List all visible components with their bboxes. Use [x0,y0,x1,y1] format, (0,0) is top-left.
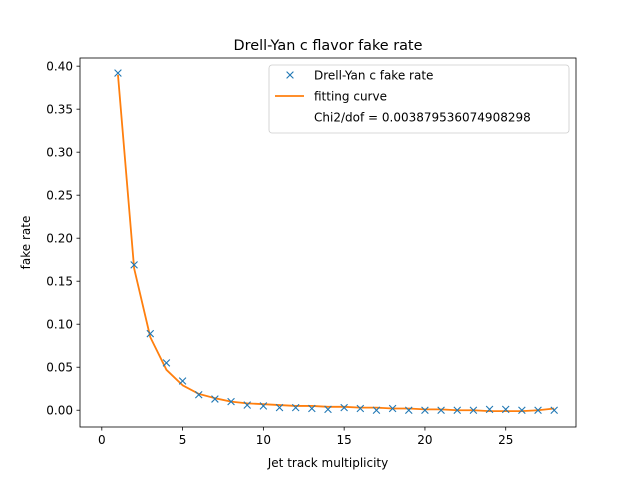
data-point-marker [469,406,478,415]
x-tick-label: 0 [98,433,106,447]
x-tick-label: 5 [179,433,187,447]
y-axis-label: fake rate [19,216,33,270]
y-tick-label: 0.30 [46,145,73,159]
data-point-marker [340,403,348,412]
y-tick-label: 0.40 [46,59,73,73]
y-tick-label: 0.00 [46,404,73,418]
data-point-marker [534,406,542,415]
data-point-marker [404,406,413,415]
series-layer [114,69,558,415]
data-point-marker [437,406,445,415]
y-tick-label: 0.25 [46,188,73,202]
x-tick-label: 25 [498,433,513,447]
data-point-marker [130,261,138,269]
y-tick-label: 0.20 [46,231,73,245]
data-point-marker [146,329,155,338]
data-point-marker [194,390,203,399]
data-point-marker [501,405,510,414]
y-tick-label: 0.05 [46,361,73,375]
y-tick-label: 0.15 [46,275,73,289]
x-axis-ticks: 0 5 10 15 20 25 [98,427,513,447]
data-point-marker [308,404,316,413]
legend: Drell-Yan c fake rate fitting curve Chi2/d… [268,64,570,134]
legend-entries: Drell-Yan c fake rate fitting curve Chi2/d… [275,68,531,124]
data-point-marker [162,359,171,367]
data-point-marker [211,395,219,403]
data-point-marker [114,69,122,77]
legend-box [268,64,570,134]
x-tick-label: 20 [417,433,432,447]
data-point-marker [275,403,284,412]
data-point-marker [550,406,558,415]
data-point-marker [178,377,187,385]
fitting-curve-line [117,74,555,412]
data-point-marker [372,406,381,415]
legend-marker-x [286,71,294,79]
y-tick-label: 0.35 [46,102,73,116]
x-tick-label: 15 [337,433,352,447]
y-tick-label: 0.10 [46,318,73,332]
data-point-marker [356,404,365,413]
legend-label: Drell-Yan c fake rate [314,68,433,82]
data-point-marker [291,403,300,412]
data-point-marker [518,406,526,415]
data-point-marker [485,405,494,414]
data-point-marker [453,406,462,415]
legend-label: Chi2/dof = 0.003879536074908298 [314,110,531,124]
chart-title: Drell-Yan c flavor fake rate [234,38,423,54]
data-point-marker [227,397,235,406]
data-point-marker [324,405,332,414]
axes-frame [79,57,577,428]
legend-label: fitting curve [314,89,387,103]
data-point-marker [421,406,429,415]
x-tick-label: 10 [256,433,271,447]
x-axis-label: Jet track multiplicity [267,456,389,470]
data-point-marker [259,402,268,410]
y-axis-ticks: 0.00 0.05 0.10 0.15 0.20 0.25 0.30 0.35 0.40 [46,59,80,418]
data-point-marker [243,401,252,409]
data-point-marker [388,404,397,413]
